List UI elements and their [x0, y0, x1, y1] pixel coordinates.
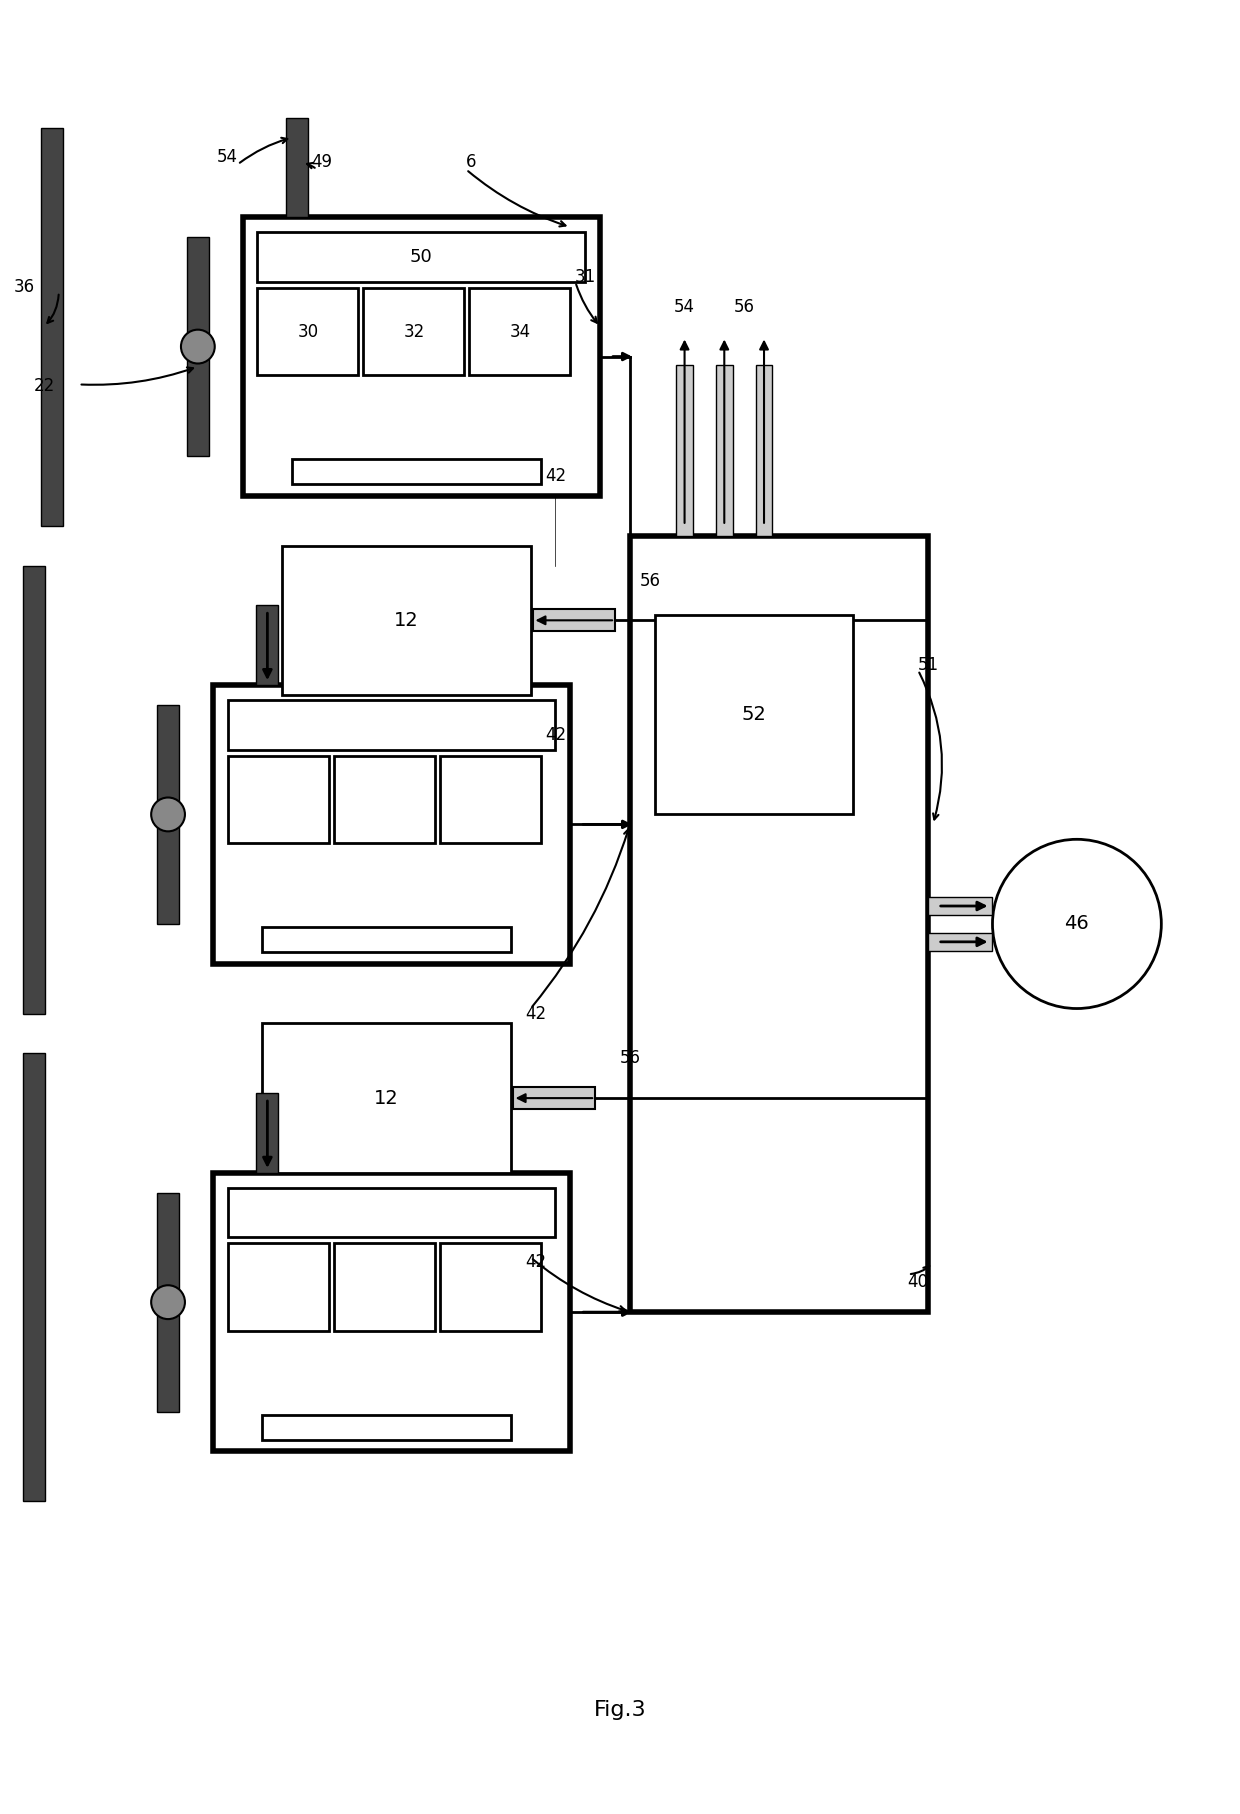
Bar — [630, 535, 928, 1312]
Bar — [228, 1243, 329, 1331]
Bar — [928, 898, 992, 914]
Text: Fig.3: Fig.3 — [594, 1700, 646, 1720]
Bar — [334, 756, 434, 844]
Text: 40: 40 — [908, 1273, 929, 1292]
Bar — [286, 118, 308, 218]
Text: 32: 32 — [403, 323, 424, 341]
Bar — [228, 700, 556, 749]
Circle shape — [151, 1286, 185, 1319]
Text: 51: 51 — [918, 657, 939, 675]
Circle shape — [181, 330, 215, 363]
Text: 56: 56 — [734, 297, 755, 316]
Bar — [334, 1243, 434, 1331]
Text: 12: 12 — [394, 611, 419, 629]
Bar — [263, 1415, 511, 1440]
Text: 54: 54 — [217, 149, 238, 167]
Bar — [263, 927, 511, 952]
Text: 46: 46 — [1064, 914, 1089, 934]
Text: 52: 52 — [742, 706, 766, 724]
Bar — [470, 288, 570, 375]
Text: 54: 54 — [675, 297, 696, 316]
Bar — [258, 288, 358, 375]
Text: 42: 42 — [544, 726, 565, 744]
Text: 34: 34 — [510, 323, 531, 341]
Bar — [283, 546, 531, 695]
Bar — [213, 1174, 570, 1451]
Bar — [257, 1094, 278, 1174]
Bar — [213, 686, 570, 963]
Bar — [228, 756, 329, 844]
Text: 31: 31 — [574, 268, 596, 287]
Bar — [187, 357, 208, 455]
Text: 56: 56 — [620, 1048, 640, 1067]
Bar — [533, 610, 615, 631]
Bar — [655, 615, 853, 814]
Text: 49: 49 — [311, 154, 332, 172]
Text: 6: 6 — [466, 154, 476, 172]
Bar — [187, 238, 208, 337]
Text: 42: 42 — [544, 466, 565, 484]
Bar — [928, 932, 992, 951]
Bar — [243, 218, 600, 495]
Bar — [363, 288, 465, 375]
Bar — [41, 127, 63, 526]
Bar — [439, 756, 541, 844]
Circle shape — [992, 840, 1162, 1009]
Text: 42: 42 — [525, 1005, 546, 1023]
Bar — [512, 1087, 595, 1108]
Text: 30: 30 — [298, 323, 319, 341]
Bar — [157, 1312, 179, 1411]
Bar — [228, 1188, 556, 1237]
Bar — [24, 566, 45, 1014]
Text: 42: 42 — [525, 1253, 546, 1272]
Bar — [676, 365, 693, 535]
Bar — [439, 1243, 541, 1331]
Bar — [293, 459, 541, 484]
Bar — [258, 232, 585, 281]
Bar — [157, 706, 179, 804]
Bar — [263, 1023, 511, 1174]
Text: 36: 36 — [14, 278, 35, 296]
Bar — [157, 1192, 179, 1292]
Bar — [715, 365, 733, 535]
Bar — [257, 606, 278, 686]
Text: 50: 50 — [410, 249, 433, 267]
Bar — [755, 365, 773, 535]
Text: 12: 12 — [374, 1088, 399, 1108]
Bar — [24, 1054, 45, 1502]
Text: 56: 56 — [640, 571, 660, 590]
Text: 22: 22 — [33, 377, 55, 395]
Bar — [157, 824, 179, 923]
Circle shape — [151, 798, 185, 831]
